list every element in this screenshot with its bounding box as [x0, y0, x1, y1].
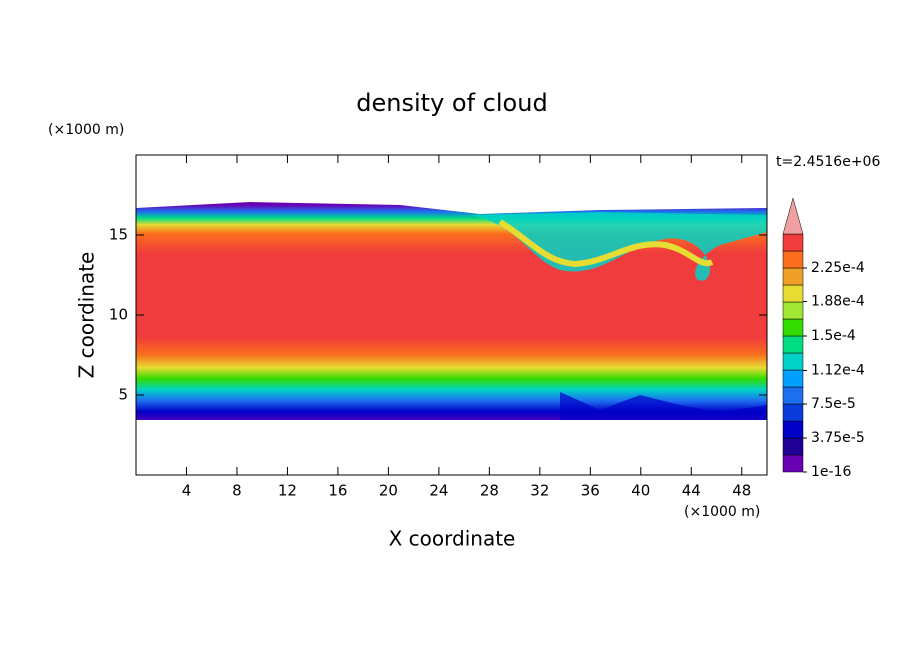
- colorbar-box: [782, 233, 804, 252]
- colorbar-label: 2.25e-4: [811, 260, 865, 276]
- colorbar-box: [782, 369, 804, 388]
- x-tick-label: 32: [530, 482, 549, 500]
- colorbar-box: [782, 420, 804, 439]
- y-axis-label: Z coordinate: [75, 252, 99, 379]
- x-tick-label: 40: [631, 482, 650, 500]
- x-axis-label: X coordinate: [389, 527, 516, 551]
- colorbar-box: [782, 352, 804, 371]
- x-tick-label: 8: [232, 482, 242, 500]
- colorbar-label: 1.12e-4: [811, 362, 865, 378]
- colorbar-box: [782, 454, 804, 473]
- x-unit: (×1000 m): [684, 504, 760, 520]
- colorbar-label: 1.88e-4: [811, 294, 865, 310]
- y-tick-label: 10: [109, 306, 128, 324]
- x-tick-label: 16: [328, 482, 347, 500]
- colorbar-box: [782, 284, 804, 303]
- colorbar-box: [782, 335, 804, 354]
- colorbar-box: [782, 403, 804, 422]
- colorbar-label: 1e-16: [811, 464, 851, 480]
- colorbar-label: 7.5e-5: [811, 396, 856, 412]
- contour-field: [136, 202, 767, 420]
- time-label: t=2.4516e+06: [776, 154, 880, 170]
- colorbar-box: [782, 318, 804, 337]
- y-unit: (×1000 m): [48, 122, 124, 138]
- x-tick-label: 4: [182, 482, 192, 500]
- x-tick-label: 36: [581, 482, 600, 500]
- x-tick-label: 28: [480, 482, 499, 500]
- colorbar-extend: [782, 197, 804, 235]
- colorbar-label: 3.75e-5: [811, 430, 865, 446]
- chart-title: density of cloud: [356, 89, 547, 117]
- x-tick-label: 44: [682, 482, 701, 500]
- colorbar-box: [782, 386, 804, 405]
- y-tick-label: 15: [109, 226, 128, 244]
- x-tick-label: 12: [278, 482, 297, 500]
- colorbar-box: [782, 267, 804, 286]
- x-tick-label: 20: [379, 482, 398, 500]
- x-tick-label: 48: [732, 482, 751, 500]
- colorbar-box: [782, 250, 804, 269]
- colorbar-label: 1.5e-4: [811, 328, 856, 344]
- colorbar-box: [782, 301, 804, 320]
- x-tick-label: 24: [429, 482, 448, 500]
- colorbar-box: [782, 437, 804, 456]
- y-tick-label: 5: [118, 386, 128, 404]
